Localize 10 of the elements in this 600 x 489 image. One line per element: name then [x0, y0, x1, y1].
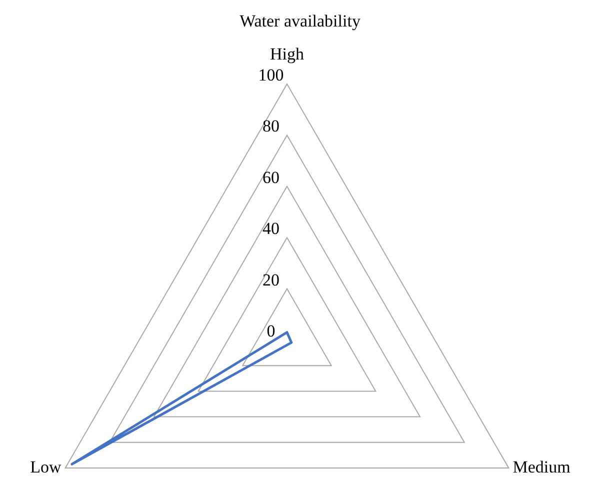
y-tick-label: 100	[258, 65, 284, 84]
y-tick-label: 0	[266, 321, 276, 340]
chart-title: Water availability	[240, 12, 361, 31]
y-tick-label: 80	[262, 116, 280, 136]
y-tick-label: 20	[262, 270, 280, 290]
y-tick-label: 40	[262, 219, 280, 238]
spoke-label: Medium	[512, 457, 570, 476]
spoke-label: Low	[30, 457, 62, 476]
y-tick-label: 60	[262, 168, 280, 187]
spoke-label: High	[270, 44, 304, 64]
